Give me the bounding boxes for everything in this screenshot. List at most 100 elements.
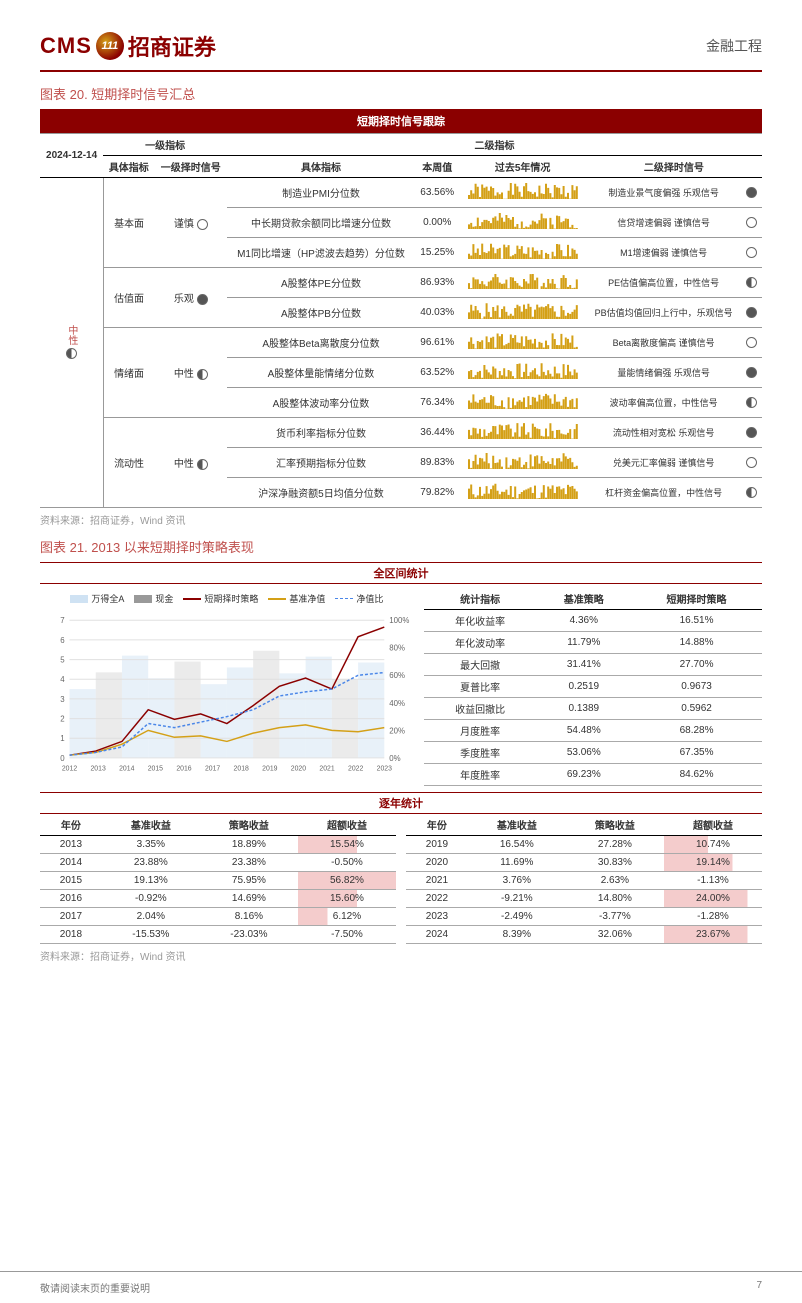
year-cell: 3.35%	[102, 836, 200, 854]
svg-text:2017: 2017	[205, 766, 220, 773]
performance-chart: 76543210100%80%60%40%20%0%20122013201420…	[40, 609, 414, 779]
svg-text:4: 4	[60, 675, 65, 684]
svg-text:2023: 2023	[377, 766, 392, 773]
stats-cell: 54.48%	[537, 720, 632, 742]
year-cell: 2018	[40, 926, 102, 944]
indicator-value: 15.25%	[415, 238, 460, 268]
stats-block: 统计指标基准策略短期择时策略年化收益率4.36%16.51%年化波动率11.79…	[424, 588, 762, 786]
signal-note: 波动率偏高位置，中性信号	[586, 388, 742, 418]
header-category: 金融工程	[706, 36, 762, 56]
legend-item: 基准净值	[268, 592, 325, 605]
year-stat-header: 逐年统计	[40, 792, 762, 814]
figure-20-source: 资料来源：招商证券，Wind 资讯	[40, 512, 762, 527]
group-name: 情绪面	[103, 328, 154, 418]
excess-cell: 23.67%	[664, 926, 762, 944]
sparkline	[460, 388, 586, 418]
page-footer: 敬请阅读末页的重要说明 7	[0, 1271, 802, 1303]
page-header: CMS 111 招商证券 金融工程	[40, 30, 762, 72]
table-banner: 短期择时信号跟踪	[40, 109, 762, 134]
group-indicator-icon	[197, 294, 208, 305]
year-cell: 2022	[406, 890, 468, 908]
stats-cell: 0.2519	[537, 676, 632, 698]
excess-cell: 6.12%	[298, 908, 396, 926]
row-indicator-icon	[746, 247, 757, 258]
signal-note: 信贷增速偏弱 谨慎信号	[586, 208, 742, 238]
stats-cell: 14.88%	[631, 632, 762, 654]
signal-indicator	[742, 448, 762, 478]
year-table-left: 年份基准收益策略收益超额收益20133.35%18.89%15.54%20142…	[40, 814, 396, 944]
svg-text:2021: 2021	[319, 766, 334, 773]
indicator-name: A股整体Beta离散度分位数	[227, 328, 415, 358]
year-table-right: 年份基准收益策略收益超额收益201916.54%27.28%10.74%2020…	[406, 814, 762, 944]
hdr-c5: 过去5年情况	[460, 156, 586, 178]
hdr-l2: 二级指标	[227, 134, 762, 156]
sparkline	[460, 478, 586, 508]
indicator-value: 63.56%	[415, 178, 460, 208]
row-indicator-icon	[746, 427, 757, 438]
stats-header: 短期择时策略	[631, 588, 762, 610]
row-indicator-icon	[746, 307, 757, 318]
excess-cell: 10.74%	[664, 836, 762, 854]
year-cell: -23.03%	[200, 926, 298, 944]
year-cell: -9.21%	[468, 890, 566, 908]
indicator-value: 96.61%	[415, 328, 460, 358]
sparkline	[460, 268, 586, 298]
row-indicator-icon	[746, 397, 757, 408]
sparkline	[460, 358, 586, 388]
year-cell: 2024	[406, 926, 468, 944]
signal-indicator	[742, 298, 762, 328]
stats-cell: 收益回撤比	[424, 698, 537, 720]
stats-cell: 31.41%	[537, 654, 632, 676]
group-signal: 中性	[154, 418, 227, 508]
legend-item: 净值比	[335, 592, 383, 605]
stats-cell: 68.28%	[631, 720, 762, 742]
chart-block: 万得全A现金短期择时策略基准净值净值比 76543210100%80%60%40…	[40, 588, 414, 786]
stats-cell: 0.1389	[537, 698, 632, 720]
year-header: 基准收益	[102, 814, 200, 836]
indicator-value: 89.83%	[415, 448, 460, 478]
year-cell: 3.76%	[468, 872, 566, 890]
year-header: 年份	[40, 814, 102, 836]
row-indicator-icon	[746, 487, 757, 498]
year-cell: 14.80%	[566, 890, 664, 908]
svg-text:2015: 2015	[148, 766, 163, 773]
stats-cell: 季度胜率	[424, 742, 537, 764]
indicator-name: M1同比增速（HP滤波去趋势）分位数	[227, 238, 415, 268]
signal-note: PB估值均值回归上行中，乐观信号	[586, 298, 742, 328]
year-cell: 30.83%	[566, 854, 664, 872]
stats-header: 基准策略	[537, 588, 632, 610]
year-header: 年份	[406, 814, 468, 836]
svg-text:0: 0	[60, 754, 65, 763]
svg-text:6: 6	[60, 636, 65, 645]
signal-note: 流动性相对宽松 乐观信号	[586, 418, 742, 448]
year-cell: 2023	[406, 908, 468, 926]
stats-cell: 53.06%	[537, 742, 632, 764]
figure-21-source: 资料来源：招商证券，Wind 资讯	[40, 948, 762, 963]
excess-cell: 24.00%	[664, 890, 762, 908]
stats-cell: 11.79%	[537, 632, 632, 654]
overall-indicator-icon	[66, 348, 77, 359]
year-header: 策略收益	[200, 814, 298, 836]
year-header: 策略收益	[566, 814, 664, 836]
legend-label: 现金	[155, 592, 173, 605]
hdr-c3: 具体指标	[227, 156, 415, 178]
hdr-l1: 一级指标	[103, 134, 227, 156]
svg-text:2016: 2016	[176, 766, 191, 773]
indicator-value: 40.03%	[415, 298, 460, 328]
indicator-value: 79.82%	[415, 478, 460, 508]
signal-note: M1增速偏弱 谨慎信号	[586, 238, 742, 268]
group-signal: 谨慎	[154, 178, 227, 268]
overall-label: 中性	[64, 325, 79, 345]
year-cell: 8.39%	[468, 926, 566, 944]
indicator-name: 货币利率指标分位数	[227, 418, 415, 448]
indicator-name: 中长期贷款余额同比增速分位数	[227, 208, 415, 238]
legend-label: 基准净值	[289, 592, 325, 605]
year-header: 超额收益	[664, 814, 762, 836]
excess-cell: 19.14%	[664, 854, 762, 872]
hdr-c1: 具体指标	[103, 156, 154, 178]
svg-text:2020: 2020	[291, 766, 306, 773]
stats-cell: 0.9673	[631, 676, 762, 698]
date-cell: 2024-12-14	[40, 134, 103, 178]
indicator-value: 36.44%	[415, 418, 460, 448]
indicator-name: 制造业PMI分位数	[227, 178, 415, 208]
